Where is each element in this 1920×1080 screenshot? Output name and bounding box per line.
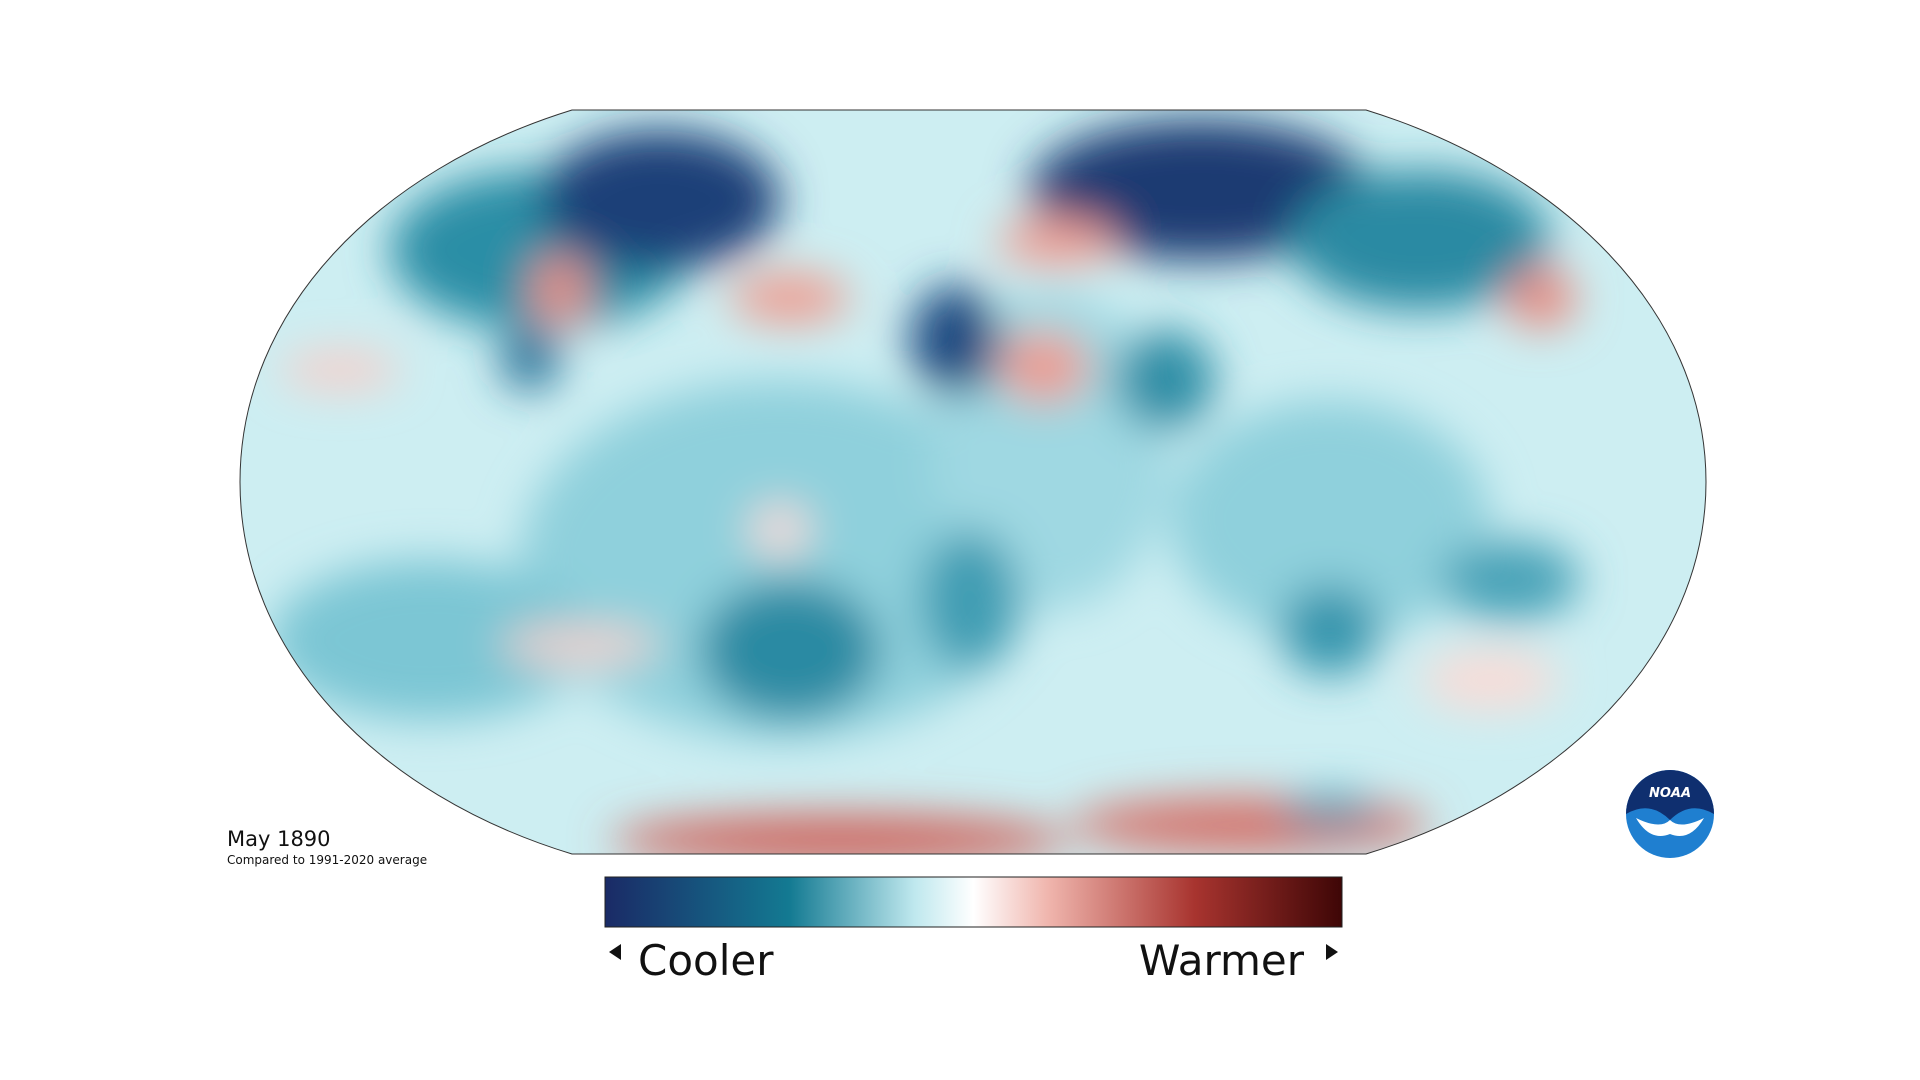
map-field (240, 110, 1706, 854)
logo-text: NOAA (1649, 786, 1691, 801)
map-outline (239, 109, 1707, 855)
legend-low: Cooler (638, 936, 774, 985)
map-date: May 1890 (227, 827, 331, 851)
right-arrow (1326, 944, 1338, 960)
noaa-logo: NOAA (1626, 770, 1714, 858)
color-scale (604, 876, 1343, 928)
left-arrow (609, 944, 621, 960)
legend-high: Warmer (1139, 936, 1305, 985)
map-subtitle: Compared to 1991-2020 average (227, 853, 427, 867)
